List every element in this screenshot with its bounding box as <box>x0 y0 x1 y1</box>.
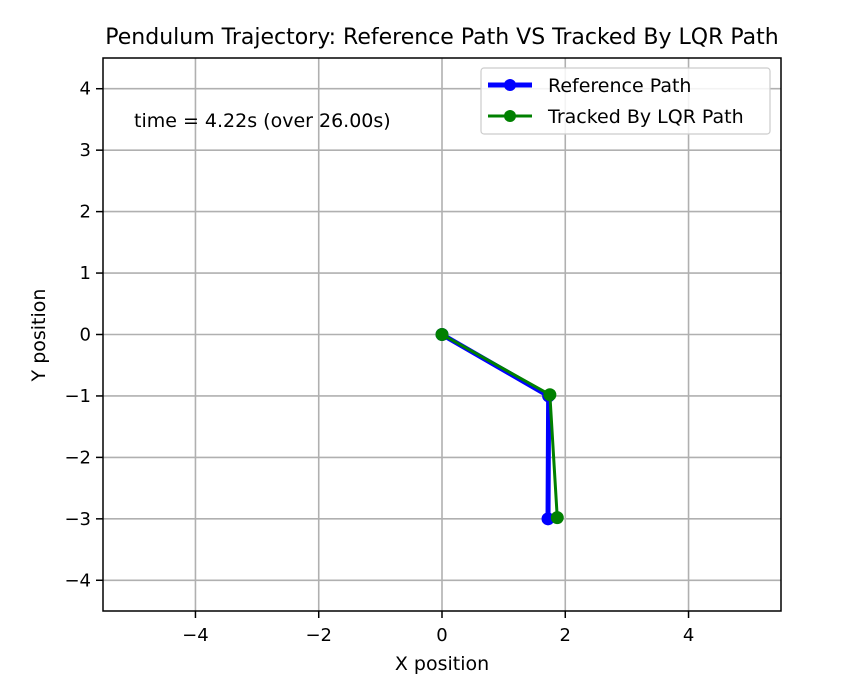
series-point-tracked <box>550 511 564 525</box>
x-tick-label: 4 <box>683 625 694 646</box>
y-tick-label: −4 <box>64 570 91 591</box>
y-tick-label: 0 <box>80 325 91 346</box>
legend: Reference Path Tracked By LQR Path <box>480 67 771 135</box>
x-tick-label: 0 <box>436 625 447 646</box>
x-axis-label: X position <box>395 653 489 675</box>
chart-title: Pendulum Trajectory: Reference Path VS T… <box>105 25 778 50</box>
legend-marker-reference <box>504 79 516 91</box>
y-tick-label: 4 <box>80 79 91 100</box>
series-line-tracked <box>441 333 559 518</box>
y-tick-label: 1 <box>80 263 91 284</box>
series-line-reference <box>440 332 552 519</box>
tick-layer: −4 −2 0 2 4 −4 −3 −2 −1 0 1 2 3 4 <box>64 79 694 646</box>
y-tick-label: −3 <box>64 509 91 530</box>
time-annotation: time = 4.22s (over 26.00s) <box>134 110 391 132</box>
legend-label-tracked: Tracked By LQR Path <box>547 106 744 128</box>
x-tick-label: −2 <box>305 625 332 646</box>
y-axis-label: Y position <box>28 289 50 383</box>
x-tick-label: 2 <box>560 625 571 646</box>
legend-label-reference: Reference Path <box>548 75 691 97</box>
x-tick-label: −4 <box>182 625 209 646</box>
series-point-tracked <box>435 328 449 341</box>
series-layer <box>435 328 564 526</box>
legend-box <box>480 67 771 135</box>
y-tick-label: −1 <box>64 386 91 407</box>
legend-marker-tracked <box>504 110 516 122</box>
y-tick-label: 3 <box>80 140 91 161</box>
series-point-tracked <box>543 388 557 402</box>
y-tick-label: 2 <box>80 202 91 223</box>
y-tick-label: −2 <box>64 447 91 468</box>
